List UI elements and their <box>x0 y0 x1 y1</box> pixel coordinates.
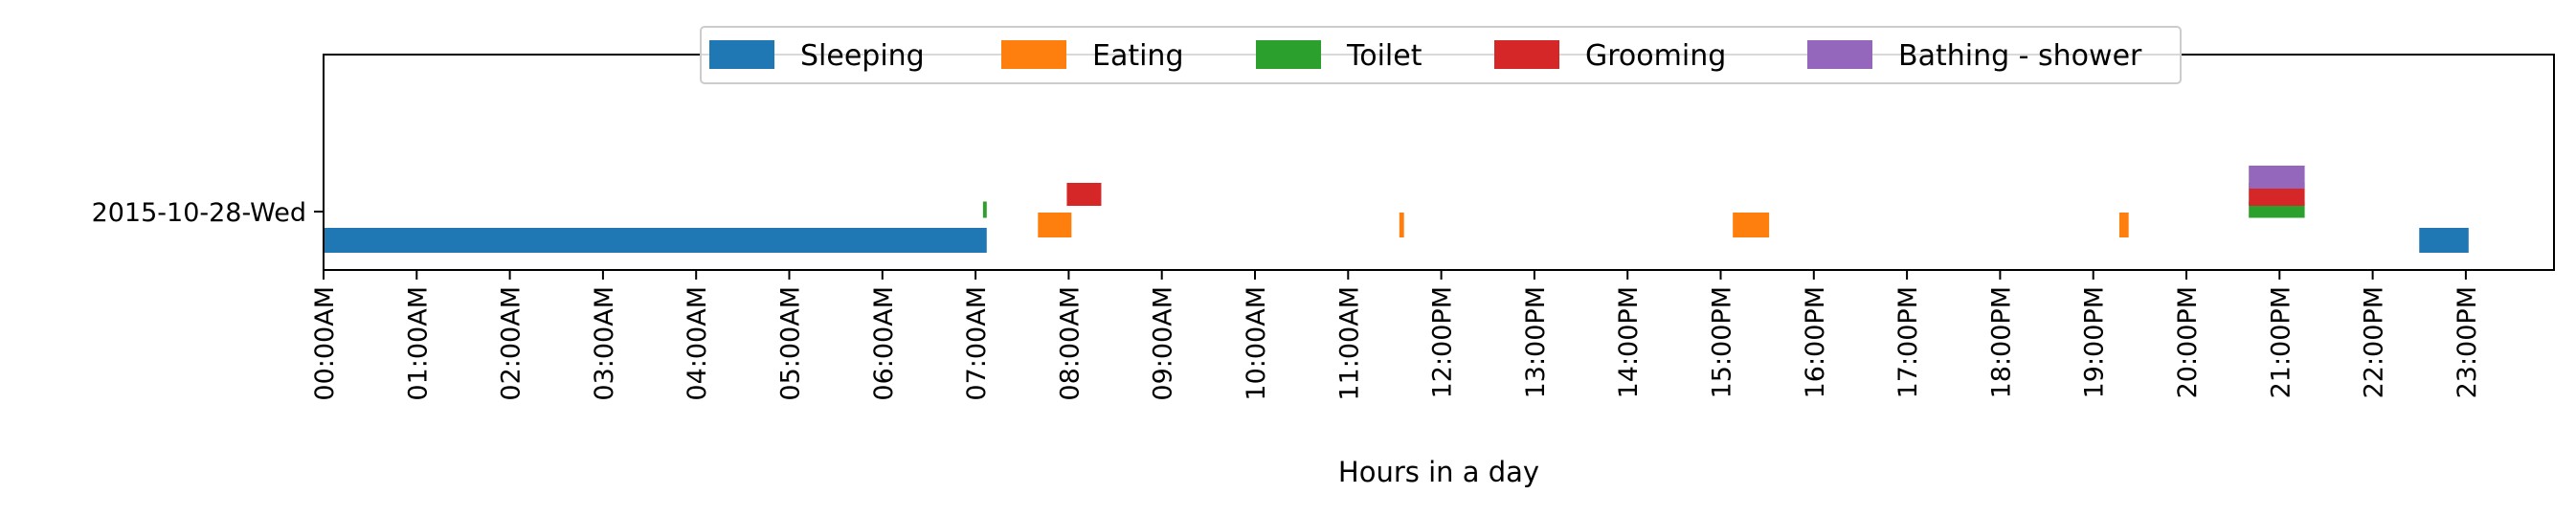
y-axis: 2015-10-28-Wed <box>92 198 324 228</box>
x-tick-label: 05:00AM <box>776 286 806 401</box>
x-tick-label: 13:00PM <box>1521 286 1551 398</box>
x-tick-label: 20:00PM <box>2173 286 2203 398</box>
legend: Sleeping Eating Toilet Grooming Bathing - sh… <box>700 26 2182 84</box>
bar-eating-1 <box>1038 213 1072 237</box>
bar-eating-3 <box>1733 213 1770 237</box>
bar-eating-2 <box>1399 213 1404 237</box>
x-tick-label: 22:00PM <box>2360 286 2389 398</box>
legend-swatch-grooming <box>1494 40 1559 69</box>
legend-swatch-sleeping <box>709 40 774 69</box>
x-tick-label: 18:00PM <box>1986 286 2016 398</box>
y-tick-label: 2015-10-28-Wed <box>92 198 306 228</box>
x-tick-label: 14:00PM <box>1614 286 1644 398</box>
x-tick-label: 07:00AM <box>962 286 992 401</box>
bar-sleeping-1 <box>324 228 987 253</box>
x-tick-label: 00:00AM <box>310 286 340 401</box>
x-tick-label: 01:00AM <box>403 286 433 401</box>
x-axis: 00:00AM 01:00AM 02:00AM 03:00AM 04:00AM 05:00… <box>310 270 2482 401</box>
x-tick-label: 02:00AM <box>497 286 526 401</box>
x-tick-label: 11:00AM <box>1334 286 1364 401</box>
bar-sleeping-2 <box>2419 228 2469 253</box>
legend-label-grooming: Grooming <box>1585 39 1726 73</box>
bars-layer <box>324 166 2469 253</box>
x-tick-label: 09:00AM <box>1149 286 1178 401</box>
legend-label-eating: Eating <box>1092 39 1184 73</box>
x-tick-label: 23:00PM <box>2453 286 2482 398</box>
legend-swatch-eating <box>1001 40 1066 69</box>
x-tick-label: 04:00AM <box>683 286 712 401</box>
legend-swatch-toilet <box>1256 40 1321 69</box>
legend-label-bathing-shower: Bathing - shower <box>1898 39 2142 73</box>
x-tick-label: 08:00AM <box>1055 286 1085 401</box>
x-axis-title: Hours in a day <box>1338 456 1539 488</box>
x-tick-label: 10:00AM <box>1242 286 1271 401</box>
x-tick-label: 21:00PM <box>2266 286 2296 398</box>
legend-label-toilet: Toilet <box>1346 39 1422 73</box>
x-tick-label: 15:00PM <box>1708 286 1737 398</box>
x-tick-label: 06:00AM <box>869 286 899 401</box>
x-tick-label: 19:00PM <box>2080 286 2110 398</box>
bar-toilet-1 <box>982 201 987 218</box>
x-tick-label: 03:00AM <box>590 286 619 401</box>
bar-bathing-shower-1 <box>2249 166 2305 189</box>
bar-grooming-1 <box>1066 183 1102 206</box>
x-tick-label: 12:00PM <box>1428 286 1458 398</box>
x-tick-label: 16:00PM <box>1801 286 1830 398</box>
bar-eating-4 <box>2118 213 2129 237</box>
x-tick-label: 17:00PM <box>1893 286 1923 398</box>
legend-swatch-bathing-shower <box>1807 40 1872 69</box>
legend-label-sleeping: Sleeping <box>800 39 925 73</box>
